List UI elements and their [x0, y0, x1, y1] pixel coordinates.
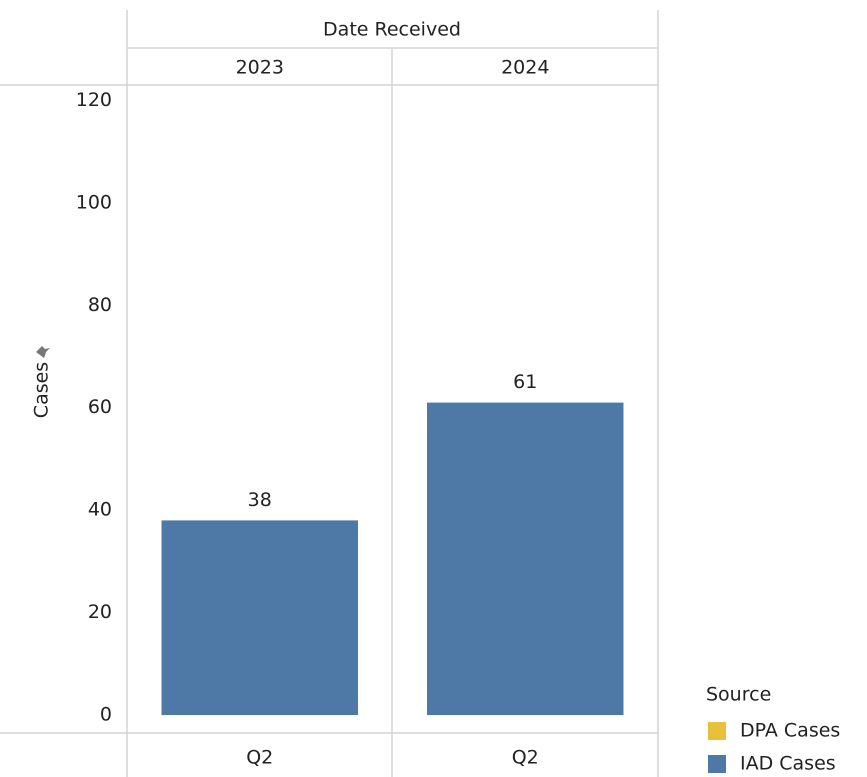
y-tick-label: 80: [88, 294, 112, 316]
x-tick-label: Q2: [246, 747, 273, 769]
legend-swatch: [708, 722, 726, 740]
data-label: 38: [248, 489, 272, 511]
legend-title: Source: [706, 684, 771, 706]
x-tick-label: Q2: [512, 747, 539, 769]
y-tick-label: 120: [76, 89, 112, 111]
bar: [427, 402, 624, 716]
y-tick-label: 0: [100, 704, 112, 726]
column-group-label: 2024: [501, 57, 549, 79]
legend-swatch: [708, 755, 726, 773]
y-tick-label: 20: [88, 601, 112, 623]
column-group-label: 2023: [236, 57, 284, 79]
y-tick-label: 100: [76, 191, 112, 213]
legend-label: DPA Cases: [740, 720, 840, 742]
y-tick-label: 40: [88, 499, 112, 521]
bar: [161, 520, 358, 716]
legend-label: IAD Cases: [740, 753, 836, 775]
column-header: Date Received: [323, 19, 461, 41]
pin-icon: [36, 346, 50, 358]
data-label: 61: [513, 371, 537, 393]
y-tick-label: 60: [88, 396, 112, 418]
y-axis-label: Cases: [31, 362, 53, 418]
